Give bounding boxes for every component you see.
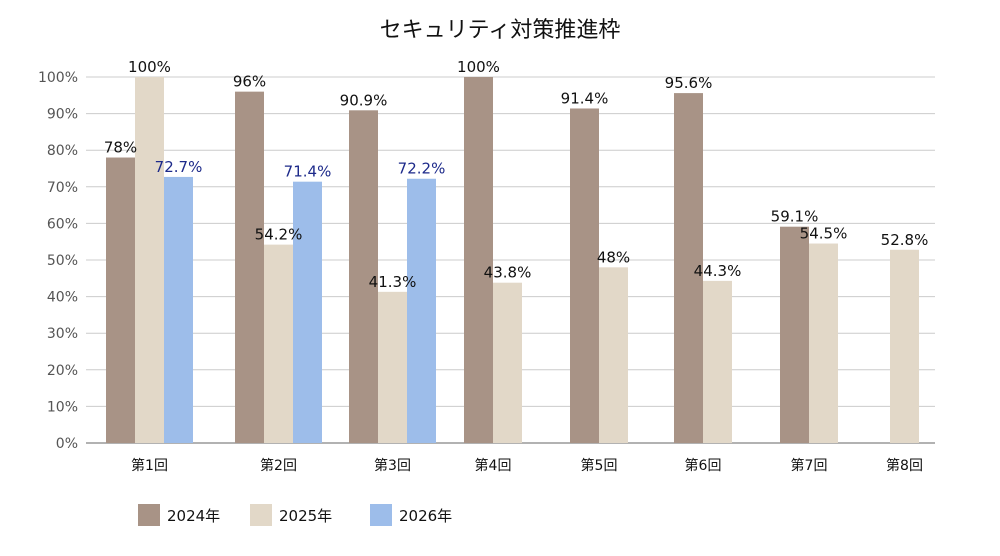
bars [106,77,919,444]
bar [235,91,264,443]
bar [164,176,193,443]
x-tick-label: 第1回 [131,457,168,474]
y-tick-label: 30% [47,326,78,342]
x-tick-label: 第3回 [374,457,411,474]
bar [264,244,293,443]
bar [570,108,599,443]
legend-swatch [250,504,272,526]
y-tick-label: 10% [47,399,78,415]
y-tick-label: 80% [47,143,78,159]
y-tick-label: 0% [56,436,78,452]
x-tick-label: 第8回 [886,457,923,474]
legend-swatch [370,504,392,526]
data-labels: 78% 100% 72.7% 96% 54.2% 71.4% 90.9% 41.3% 72.2%… [104,58,929,291]
bar [780,226,809,443]
legend-label: 2026年 [399,507,452,525]
y-tick-label: 90% [47,107,78,123]
y-tick-label: 40% [47,290,78,306]
y-tick-label: 20% [47,363,78,379]
data-label: 52.8% [881,231,929,249]
bar [890,249,919,443]
bar [378,291,407,443]
bar [349,110,378,443]
legend-label: 2025年 [279,507,332,525]
bar [407,178,436,444]
data-label: 59.1% [771,208,819,226]
bar [106,157,135,443]
chart-title: セキュリティ対策推進枠 [380,18,621,43]
legend-swatch [138,504,160,526]
data-label: 96% [233,73,266,91]
bar [599,267,628,443]
x-tick-label: 第7回 [791,457,828,474]
y-tick-label: 60% [47,216,78,232]
x-axis-ticks: 第1回 第2回 第3回 第4回 第5回 第6回 第7回 第8回 [131,457,923,474]
legend-label: 2024年 [167,507,220,525]
x-tick-label: 第4回 [475,457,512,474]
bar [674,93,703,443]
data-label: 90.9% [340,91,388,109]
y-tick-label: 70% [47,180,78,196]
y-tick-label: 100% [38,70,78,86]
bar [464,77,493,443]
bar [135,77,164,443]
data-label: 95.6% [665,74,713,92]
data-label: 72.2% [398,160,446,178]
data-label: 48% [597,248,630,266]
bar [493,282,522,443]
data-label: 54.2% [255,226,303,244]
data-label: 72.7% [155,158,203,176]
data-label: 43.8% [484,264,532,282]
data-label: 54.5% [800,225,848,243]
x-tick-label: 第2回 [260,457,297,474]
data-label: 100% [128,58,171,76]
data-label: 100% [457,58,500,76]
bar [703,280,732,443]
data-label: 78% [104,139,137,157]
bar [293,181,322,443]
data-label: 91.4% [561,89,609,107]
x-tick-label: 第6回 [685,457,722,474]
data-label: 41.3% [369,273,417,291]
y-tick-label: 50% [47,253,78,269]
data-label: 71.4% [284,163,332,181]
x-tick-label: 第5回 [581,457,618,474]
bar [809,243,838,443]
legend: 2024年 2025年 2026年 [138,504,452,526]
y-axis-ticks: 0% 10% 20% 30% 40% 50% 60% 70% 80% 90% 100% [38,70,78,452]
data-label: 44.3% [694,262,742,280]
